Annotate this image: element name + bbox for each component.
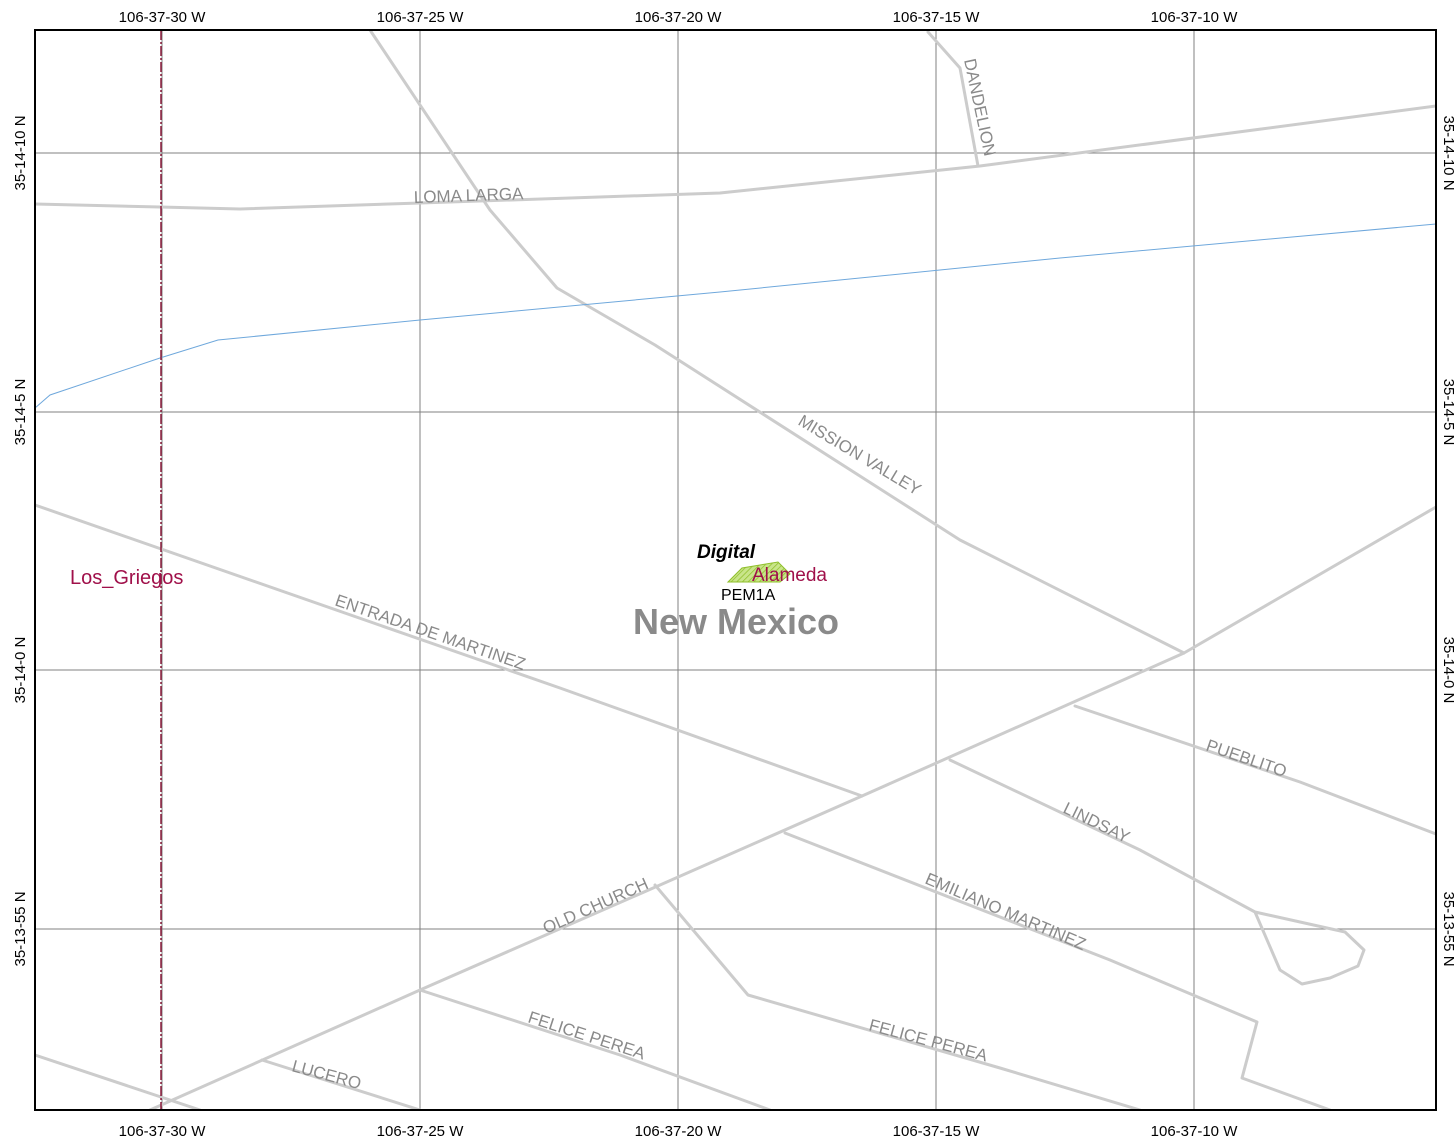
grid-label-top: 106-37-25 W — [377, 9, 465, 26]
road-old-church[interactable] — [148, 505, 1436, 1110]
road-old-church-branch[interactable] — [653, 883, 1142, 1110]
road-lindsay[interactable] — [948, 758, 1366, 986]
roads-layer — [35, 30, 1436, 1110]
road-mission-valley[interactable] — [368, 30, 1186, 655]
grid-label-bottom: 106-37-10 W — [1151, 1123, 1239, 1140]
road-felice-perea[interactable] — [418, 988, 772, 1110]
map-frame — [34, 29, 1437, 1111]
grid-label-right: 35-14-0 N — [1440, 637, 1456, 704]
grid-label-top: 106-37-30 W — [119, 9, 207, 26]
label-pem1a: PEM1A — [721, 587, 776, 604]
left-grid-labels: 35-14-10 N 35-14-5 N 35-14-0 N 35-13-55 … — [12, 115, 29, 966]
grid-label-top: 106-37-20 W — [635, 9, 723, 26]
road-southwest[interactable] — [35, 1053, 202, 1110]
place-label-new-mexico: New Mexico — [633, 601, 839, 642]
road-label-loma-larga: LOMA LARGA — [413, 184, 524, 207]
road-label-lindsay: LINDSAY — [1060, 799, 1133, 847]
grid-label-bottom: 106-37-20 W — [635, 1123, 723, 1140]
road-lucero[interactable] — [260, 1058, 422, 1110]
road-emiliano-martinez[interactable] — [783, 831, 1332, 1110]
road-label-mission-valley: MISSION VALLEY — [795, 411, 924, 499]
grid-label-top: 106-37-10 W — [1151, 9, 1239, 26]
road-loma-larga[interactable] — [35, 104, 1436, 211]
wetland-polygon[interactable] — [726, 561, 791, 583]
road-label-felice-perea: FELICE PEREA — [526, 1008, 648, 1064]
road-label-old-church: OLD CHURCH — [540, 874, 651, 937]
road-pueblito[interactable] — [1073, 704, 1436, 836]
label-digital: Digital — [697, 542, 756, 563]
grid-label-right: 35-13-55 N — [1440, 891, 1456, 966]
grid-label-bottom: 106-37-30 W — [119, 1123, 207, 1140]
grid-label-right: 35-14-5 N — [1440, 379, 1456, 446]
grid-label-left: 35-14-0 N — [12, 637, 29, 704]
top-grid-labels: 106-37-30 W 106-37-25 W 106-37-20 W 106-… — [119, 9, 1239, 26]
grid-label-left: 35-14-5 N — [12, 379, 29, 446]
road-label-lucero: LUCERO — [290, 1057, 363, 1094]
road-label-emiliano-martinez: EMILIANO MARTINEZ — [922, 869, 1088, 954]
road-label-felice-perea-east: FELICE PEREA — [867, 1016, 990, 1066]
grid-label-right: 35-14-10 N — [1440, 115, 1456, 190]
waterway-line[interactable] — [35, 223, 1436, 409]
road-dandelion[interactable] — [926, 30, 980, 168]
grid-label-left: 35-13-55 N — [12, 891, 29, 966]
grid-label-top: 106-37-15 W — [893, 9, 981, 26]
label-los-griegos: Los_Griegos — [70, 567, 183, 589]
road-entrada-de-martinez[interactable] — [35, 503, 864, 798]
grid-label-bottom: 106-37-15 W — [893, 1123, 981, 1140]
road-label-entrada-de-martinez: ENTRADA DE MARTINEZ — [333, 591, 528, 674]
label-alameda: Alameda — [752, 565, 827, 586]
bottom-grid-labels: 106-37-30 W 106-37-25 W 106-37-20 W 106-… — [119, 1123, 1239, 1140]
grid-label-bottom: 106-37-25 W — [377, 1123, 465, 1140]
grid-label-left: 35-14-10 N — [12, 115, 29, 190]
right-grid-labels: 35-14-10 N 35-14-5 N 35-14-0 N 35-13-55 … — [1440, 115, 1456, 966]
graticule — [35, 30, 1436, 1110]
road-label-pueblito: PUEBLITO — [1204, 736, 1289, 781]
